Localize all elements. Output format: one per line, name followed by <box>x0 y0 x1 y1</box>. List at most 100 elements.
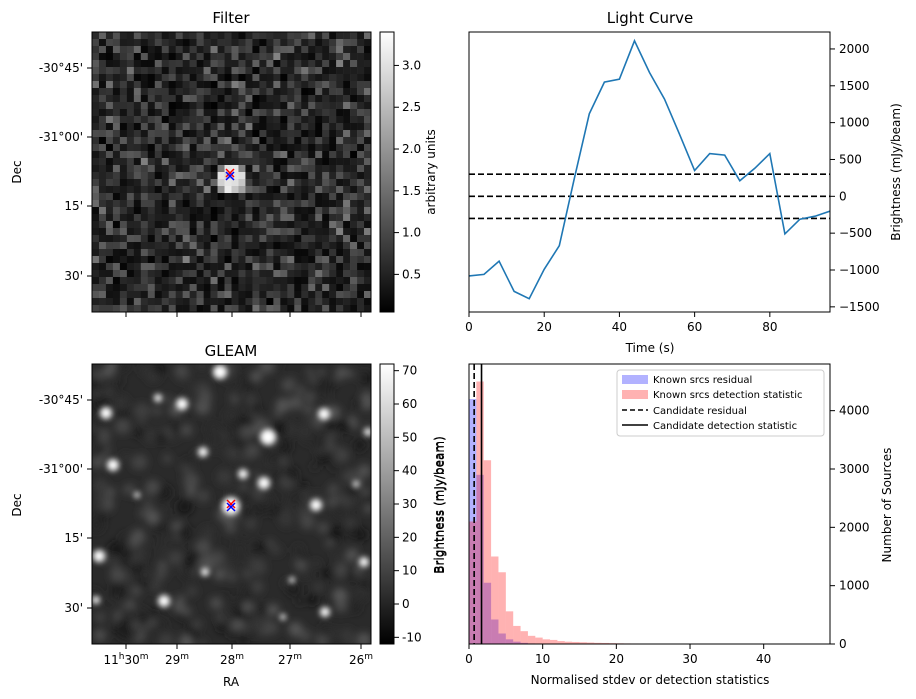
filter-pixel <box>147 165 156 173</box>
filter-pixel <box>217 179 225 187</box>
gleam-noise-blob <box>152 406 162 416</box>
filter-pixel <box>259 270 267 278</box>
gleam-noise-blob <box>290 490 305 505</box>
filter-pixel <box>322 81 330 89</box>
filter-pixel <box>308 67 316 75</box>
filter-pixel <box>315 39 323 47</box>
filter-pixel <box>196 172 204 180</box>
filter-pixel <box>147 130 156 138</box>
filter-pixel <box>217 284 225 292</box>
filter-pixel <box>245 270 253 278</box>
filter-pixel <box>189 249 197 257</box>
gleam-noise-blob <box>332 588 347 603</box>
filter-pixel <box>308 39 316 47</box>
gleam-noise-blob <box>345 548 359 561</box>
filter-pixel <box>245 179 253 187</box>
legend-label-candidate-residual: Candidate residual <box>653 406 747 417</box>
filter-pixel <box>308 263 316 271</box>
filter-pixel <box>119 137 128 145</box>
filter-pixel <box>168 67 176 75</box>
filter-pixel <box>92 305 100 313</box>
filter-pixel <box>147 193 156 201</box>
filter-pixel <box>147 88 156 96</box>
filter-pixel <box>280 284 288 292</box>
filter-pixel <box>161 53 170 61</box>
filter-pixel <box>147 116 156 124</box>
filter-pixel <box>287 95 295 103</box>
filter-pixel <box>259 144 267 152</box>
filter-pixel <box>133 74 142 82</box>
gleam-noise-blob <box>235 550 249 564</box>
filter-pixel <box>252 242 260 250</box>
filter-pixel <box>189 284 197 292</box>
filter-pixel <box>280 67 288 75</box>
gleam-noise-blob <box>140 365 150 376</box>
gleam-colorbar-label: Brightness (mJy/beam) <box>433 436 447 574</box>
gleam-noise-blob <box>241 585 254 598</box>
filter-pixel <box>126 123 135 131</box>
filter-pixel <box>238 221 246 229</box>
filter-pixel <box>203 67 211 75</box>
legend-swatch-residual <box>622 375 648 384</box>
filter-pixel <box>329 221 337 229</box>
gleam-noise-blob <box>96 443 107 454</box>
filter-pixel <box>315 277 323 285</box>
gleam-noise-blob <box>362 488 370 496</box>
filter-pixel <box>210 32 218 40</box>
filter-pixel <box>182 102 190 110</box>
filter-pixel <box>92 200 100 208</box>
filter-pixel <box>92 53 100 61</box>
filter-pixel <box>308 81 316 89</box>
filter-pixel <box>196 102 204 110</box>
filter-pixel <box>161 270 170 278</box>
filter-pixel <box>252 291 260 299</box>
filter-pixel <box>357 88 365 96</box>
filter-pixel <box>210 186 218 194</box>
filter-pixel <box>210 158 218 166</box>
filter-pixel <box>189 158 197 166</box>
filter-pixel <box>273 235 281 243</box>
filter-pixel <box>350 32 358 40</box>
filter-pixel <box>217 228 225 236</box>
filter-pixel <box>105 228 114 236</box>
filter-pixel <box>92 235 100 243</box>
gleam-noise-blob <box>344 469 356 482</box>
filter-pixel <box>322 102 330 110</box>
filter-pixel <box>343 144 351 152</box>
filter-pixel <box>343 74 351 82</box>
filter-pixel <box>140 81 149 89</box>
filter-pixel <box>252 95 260 103</box>
filter-pixel <box>92 221 100 229</box>
filter-pixel <box>112 144 121 152</box>
filter-pixel <box>203 102 211 110</box>
filter-pixel <box>224 67 232 75</box>
filter-pixel <box>112 172 121 180</box>
filter-pixel <box>315 172 323 180</box>
filter-pixel <box>112 74 121 82</box>
filter-pixel <box>350 53 358 61</box>
filter-pixel <box>154 249 163 257</box>
filter-pixel <box>92 88 100 96</box>
filter-pixel <box>133 263 142 271</box>
filter-pixel <box>231 305 239 313</box>
filter-pixel <box>105 270 114 278</box>
filter-pixel <box>161 165 170 173</box>
gleam-noise-blob <box>222 592 229 600</box>
lightcurve-title: Light Curve <box>607 9 693 27</box>
filter-pixel <box>343 235 351 243</box>
gleam-noise-blob <box>345 518 356 529</box>
filter-pixel <box>126 277 135 285</box>
gleam-noise-blob <box>120 557 130 567</box>
gleam-y-axis: -30°45'-31°00'15'30' <box>39 393 92 615</box>
gleam-noise-blob <box>191 619 202 630</box>
filter-pixel <box>287 214 295 222</box>
filter-pixel <box>287 249 295 257</box>
filter-pixel <box>238 74 246 82</box>
filter-pixel <box>210 109 218 117</box>
filter-pixel <box>154 123 163 131</box>
filter-pixel <box>259 242 267 250</box>
filter-pixel <box>364 109 372 117</box>
filter-pixel <box>329 158 337 166</box>
lightcurve-threshold-lines <box>469 173 830 220</box>
filter-pixel <box>329 235 337 243</box>
